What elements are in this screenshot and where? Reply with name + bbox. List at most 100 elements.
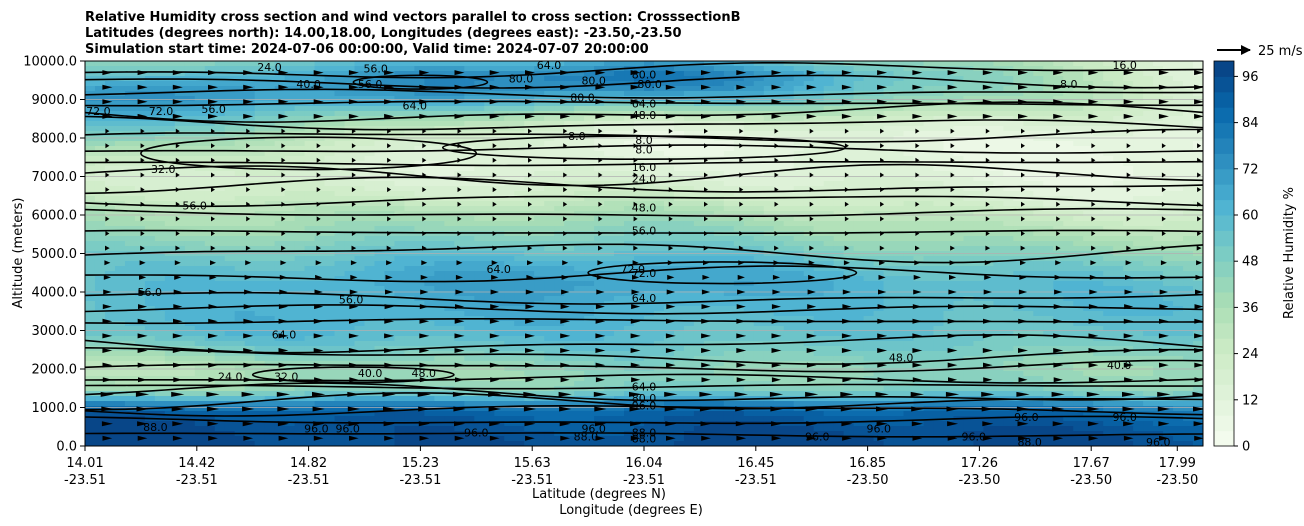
humidity-cell <box>334 136 346 142</box>
humidity-cell <box>324 151 336 157</box>
humidity-cell <box>753 66 765 72</box>
humidity-cell <box>1063 111 1074 117</box>
humidity-cell <box>614 131 625 137</box>
humidity-cell <box>863 231 875 237</box>
humidity-cell <box>833 211 845 217</box>
humidity-cell <box>1033 156 1044 162</box>
humidity-cell <box>214 96 226 102</box>
humidity-cell <box>973 206 984 212</box>
humidity-cell <box>144 241 156 247</box>
humidity-cell <box>1023 226 1034 232</box>
humidity-cell <box>234 76 246 82</box>
humidity-cell <box>873 151 885 157</box>
humidity-cell <box>484 66 495 72</box>
humidity-cell <box>504 261 515 267</box>
humidity-cell <box>614 206 625 212</box>
humidity-cell <box>693 151 705 157</box>
humidity-cell <box>1053 211 1064 217</box>
humidity-cell <box>953 216 965 222</box>
humidity-cell <box>1193 271 1203 277</box>
humidity-cell <box>554 201 565 207</box>
humidity-cell <box>923 276 935 282</box>
humidity-cell <box>554 161 565 167</box>
humidity-cell <box>1023 71 1034 77</box>
humidity-cell <box>703 81 715 87</box>
humidity-cell <box>1113 271 1124 277</box>
humidity-cell <box>693 221 705 227</box>
humidity-cell <box>1033 71 1044 77</box>
humidity-cell <box>604 206 615 212</box>
humidity-cell <box>1123 221 1134 227</box>
humidity-cell <box>554 236 565 242</box>
humidity-cell <box>1153 61 1164 67</box>
humidity-cell <box>384 126 396 132</box>
humidity-cell <box>574 196 585 202</box>
humidity-cell <box>1073 236 1084 242</box>
humidity-cell <box>1143 131 1154 137</box>
humidity-cell <box>224 91 236 97</box>
humidity-cell <box>1173 96 1184 102</box>
humidity-cell <box>294 66 306 72</box>
humidity-cell <box>554 196 565 202</box>
humidity-cell <box>863 71 875 77</box>
humidity-cell <box>1033 171 1044 177</box>
humidity-cell <box>354 71 366 77</box>
humidity-cell <box>693 271 705 277</box>
humidity-cell <box>1113 101 1124 107</box>
humidity-cell <box>883 221 895 227</box>
humidity-cell <box>1113 66 1124 72</box>
humidity-cell <box>344 66 356 72</box>
humidity-cell <box>534 241 545 247</box>
humidity-cell <box>1073 76 1084 82</box>
humidity-cell <box>614 171 625 177</box>
humidity-cell <box>624 116 635 122</box>
humidity-cell <box>374 106 386 112</box>
humidity-cell <box>254 281 266 287</box>
humidity-cell <box>1013 261 1024 267</box>
humidity-cell <box>124 86 136 92</box>
humidity-cell <box>773 171 785 177</box>
humidity-cell <box>274 116 286 122</box>
humidity-cell <box>404 231 416 237</box>
humidity-cell <box>1173 81 1184 87</box>
humidity-cell <box>1073 166 1084 172</box>
humidity-cell <box>144 96 156 102</box>
humidity-cell <box>534 186 545 192</box>
humidity-cell <box>1023 116 1034 122</box>
humidity-cell <box>364 256 376 262</box>
humidity-cell <box>554 271 565 277</box>
humidity-cell <box>653 146 665 152</box>
humidity-cell <box>234 231 246 237</box>
humidity-cell <box>414 206 425 212</box>
humidity-cell <box>993 196 1004 202</box>
humidity-cell <box>933 171 945 177</box>
humidity-cell <box>853 131 865 137</box>
humidity-cell <box>264 206 276 212</box>
humidity-cell <box>264 226 276 232</box>
humidity-cell <box>1073 116 1084 122</box>
humidity-cell <box>753 76 765 82</box>
humidity-cell <box>1063 91 1074 97</box>
humidity-cell <box>184 106 196 112</box>
humidity-cell <box>663 281 675 287</box>
humidity-cell <box>1013 231 1024 237</box>
humidity-cell <box>424 181 435 187</box>
humidity-cell <box>254 161 266 167</box>
humidity-cell <box>334 201 346 207</box>
humidity-cell <box>384 191 396 197</box>
humidity-cell <box>614 191 625 197</box>
humidity-cell <box>903 141 915 147</box>
humidity-cell <box>1133 236 1144 242</box>
humidity-cell <box>1073 111 1084 117</box>
humidity-cell <box>663 196 675 202</box>
humidity-cell <box>554 241 565 247</box>
humidity-cell <box>524 256 535 262</box>
humidity-cell <box>823 211 835 217</box>
humidity-cell <box>1103 231 1114 237</box>
humidity-cell <box>274 136 286 142</box>
humidity-cell <box>544 201 555 207</box>
humidity-cell <box>484 191 495 197</box>
humidity-cell <box>374 226 386 232</box>
humidity-cell <box>134 126 146 132</box>
humidity-cell <box>644 126 655 132</box>
